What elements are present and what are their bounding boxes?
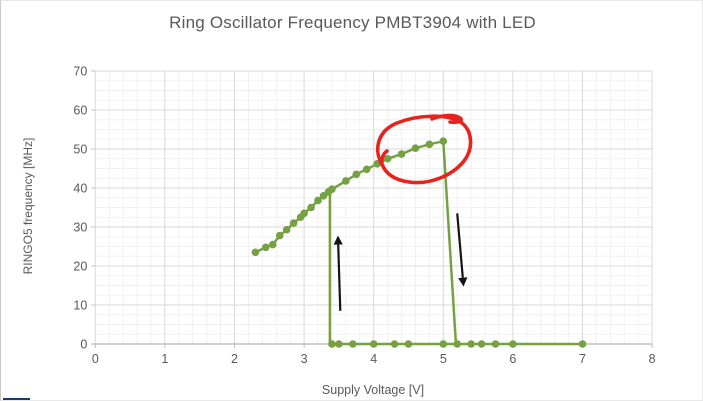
x-tick-label: 7 bbox=[579, 352, 586, 366]
data-point-marker bbox=[314, 196, 322, 205]
data-point-marker bbox=[349, 340, 357, 348]
data-point-marker bbox=[307, 203, 315, 212]
data-point-marker bbox=[352, 170, 361, 179]
data-point-marker bbox=[362, 165, 371, 174]
red-circle-annotation bbox=[375, 114, 473, 185]
data-point-marker bbox=[262, 243, 270, 252]
data-point-marker bbox=[268, 240, 277, 249]
data-point-marker bbox=[477, 340, 486, 348]
data-point-marker bbox=[251, 248, 260, 257]
data-point-marker bbox=[578, 340, 587, 348]
y-tick-label: 0 bbox=[80, 338, 87, 352]
down-arrowhead bbox=[458, 277, 468, 287]
y-tick-label: 20 bbox=[73, 260, 87, 274]
red-circle-annotation-flick bbox=[430, 113, 464, 125]
x-axis-title: Supply Voltage [V] bbox=[321, 383, 425, 397]
chart-title: Ring Oscillator Frequency PMBT3904 with … bbox=[169, 13, 536, 32]
data-point-marker bbox=[289, 219, 298, 227]
x-tick-label: 3 bbox=[301, 352, 308, 366]
x-tick-label: 8 bbox=[649, 352, 656, 366]
data-point-marker bbox=[404, 340, 413, 348]
data-point-marker bbox=[467, 340, 475, 348]
up-arrowhead bbox=[333, 235, 343, 245]
data-point-marker bbox=[390, 340, 399, 348]
x-tick-label: 6 bbox=[509, 352, 516, 366]
data-point-marker bbox=[342, 177, 350, 185]
x-tick-label: 4 bbox=[370, 352, 377, 366]
y-tick-label: 60 bbox=[73, 104, 87, 118]
window-fragment bbox=[3, 398, 30, 400]
y-tick-label: 70 bbox=[73, 65, 87, 79]
x-tick-label: 5 bbox=[440, 352, 447, 366]
data-point-marker bbox=[491, 340, 500, 348]
down-arrow-annotation bbox=[456, 213, 464, 278]
y-tick-label: 50 bbox=[73, 143, 87, 157]
data-point-marker bbox=[335, 340, 343, 348]
up-arrow-annotation bbox=[337, 244, 342, 311]
data-point-marker bbox=[411, 144, 420, 153]
x-tick-label: 0 bbox=[92, 352, 99, 366]
y-tick-label: 10 bbox=[73, 299, 87, 313]
data-point-marker bbox=[300, 209, 308, 218]
data-point-marker bbox=[275, 231, 284, 240]
data-point-marker bbox=[425, 140, 434, 149]
data-point-marker bbox=[369, 340, 378, 348]
x-tick-label: 2 bbox=[231, 352, 238, 366]
y-tick-label: 30 bbox=[73, 221, 87, 235]
y-tick-label: 40 bbox=[73, 182, 87, 196]
data-point-marker bbox=[282, 225, 291, 234]
data-point-marker bbox=[453, 340, 462, 348]
data-point-marker bbox=[383, 154, 392, 163]
data-point-marker bbox=[439, 340, 448, 348]
data-point-marker bbox=[509, 340, 517, 348]
data-point-marker bbox=[439, 137, 448, 145]
data-point-marker bbox=[397, 150, 406, 158]
x-tick-label: 1 bbox=[161, 352, 168, 366]
